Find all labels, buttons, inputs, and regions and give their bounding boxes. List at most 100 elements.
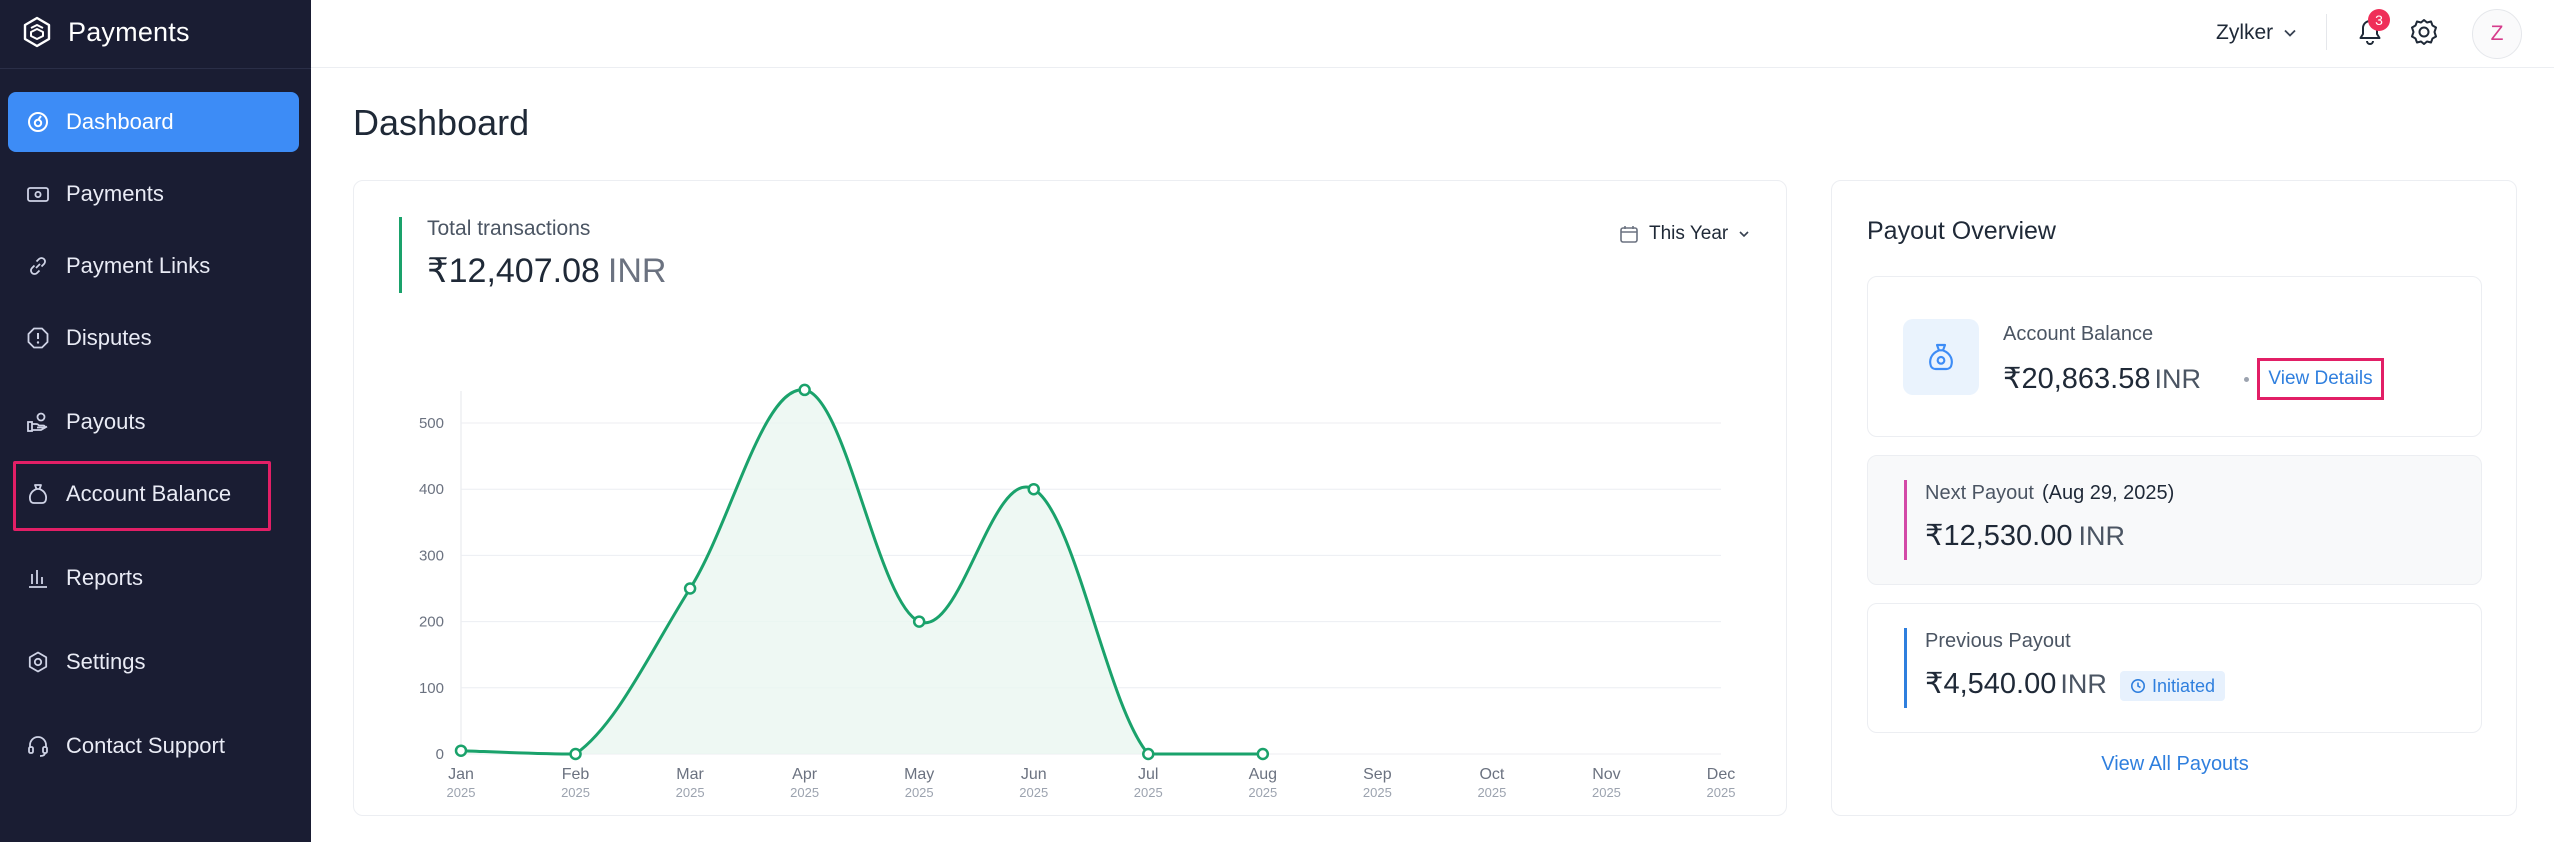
separator-dot	[2244, 377, 2249, 382]
money-bag-icon	[1903, 319, 1979, 395]
avatar[interactable]: Z	[2472, 9, 2522, 59]
x-tick-label: Apr	[792, 766, 818, 783]
x-tick-year-label: 2025	[447, 785, 476, 800]
page-title: Dashboard	[353, 102, 530, 143]
payments-icon	[24, 180, 52, 208]
x-tick-year-label: 2025	[676, 785, 705, 800]
payout-overview-card: Payout Overview Account Balance ₹20,863.…	[1831, 180, 2517, 816]
x-tick-year-label: 2025	[1019, 785, 1048, 800]
y-tick-label: 0	[436, 746, 444, 763]
sidebar-item-label: Payment Links	[66, 253, 211, 278]
x-tick-label: Aug	[1249, 766, 1277, 783]
account-balance-amount: ₹20,863.58 INR	[2003, 361, 2201, 396]
sidebar-item-dashboard[interactable]: Dashboard	[8, 92, 299, 152]
sidebar-item-payouts[interactable]: Payouts	[8, 392, 299, 452]
x-tick-year-label: 2025	[790, 785, 819, 800]
org-switcher[interactable]: Zylker	[2216, 16, 2297, 50]
sidebar-item-label: Settings	[66, 649, 146, 674]
data-point	[1027, 482, 1040, 496]
next-payout-amount: ₹12,530.00 INR	[1925, 518, 2125, 553]
y-tick-label: 100	[419, 680, 444, 697]
x-tick-label: Nov	[1592, 766, 1620, 783]
amount-value: ₹4,540.00	[1925, 668, 2057, 700]
sidebar-item-account-balance[interactable]: Account Balance	[8, 464, 299, 524]
view-details-link[interactable]: View Details	[2257, 358, 2384, 400]
data-point	[912, 615, 926, 628]
sidebar-item-reports[interactable]: Reports	[8, 548, 299, 608]
amount-value: ₹12,530.00	[1925, 520, 2073, 552]
currency-code: INR	[2060, 669, 2107, 699]
sidebar-item-payment-links[interactable]: Payment Links	[8, 236, 299, 296]
top-header: Zylker 3 Z	[311, 0, 2554, 68]
currency-code: INR	[2154, 364, 2201, 394]
data-point	[1256, 747, 1270, 761]
x-tick-label: Jan	[448, 766, 474, 783]
data-point	[454, 744, 468, 757]
data-point	[569, 747, 582, 761]
transactions-amount: ₹12,407.08 INR	[427, 251, 666, 291]
x-tick-year-label: 2025	[1363, 785, 1392, 800]
sidebar-item-label: Payouts	[66, 409, 146, 434]
previous-payout-panel: Previous Payout ₹4,540.00 INR Initiated	[1867, 603, 2482, 733]
data-point	[798, 383, 811, 397]
sidebar-item-label: Dashboard	[66, 109, 174, 134]
currency-code: INR	[2078, 521, 2125, 551]
header-divider	[2326, 14, 2327, 50]
status-badge: Initiated	[2120, 671, 2226, 701]
x-tick-year-label: 2025	[1592, 785, 1621, 800]
y-tick-label: 500	[419, 415, 444, 432]
amount-value: ₹12,407.08	[427, 252, 600, 290]
transactions-label: Total transactions	[427, 217, 591, 240]
money-bag-icon	[24, 480, 52, 508]
sidebar-item-label: Disputes	[66, 325, 152, 350]
amount-value: ₹20,863.58	[2003, 363, 2151, 395]
x-tick-label: Feb	[562, 766, 590, 783]
link-icon	[24, 252, 52, 280]
reports-icon	[24, 564, 52, 592]
previous-payout-label: Previous Payout	[1925, 630, 2071, 652]
notification-badge: 3	[2368, 9, 2390, 31]
transactions-chart: 0 100 200 300 400 500 Jan 2025 Feb 2025 Mar 2025 Apr…	[419, 383, 1736, 800]
transactions-card: Total transactions ₹12,407.08 INR This Ye…	[353, 180, 1787, 816]
payments-logo-icon	[23, 16, 51, 48]
payouts-icon	[24, 408, 52, 436]
sidebar: Payments Dashboard Payments Payment Link…	[0, 0, 311, 842]
payout-overview-title: Payout Overview	[1867, 217, 2056, 245]
x-tick-label: Oct	[1479, 766, 1504, 783]
y-tick-label: 400	[419, 481, 444, 498]
x-tick-label: Jul	[1138, 766, 1158, 783]
y-tick-label: 200	[419, 614, 444, 631]
date-range-value: This Year	[1649, 223, 1729, 244]
app-name: Payments	[68, 16, 190, 47]
y-tick-label: 300	[419, 547, 444, 564]
sidebar-item-payments[interactable]: Payments	[8, 164, 299, 224]
x-tick-label: Dec	[1707, 766, 1735, 783]
next-payout-panel: Next Payout (Aug 29, 2025) ₹12,530.00 INR	[1867, 455, 2482, 585]
account-balance-panel: Account Balance ₹20,863.58 INR View Detai…	[1867, 276, 2482, 437]
sidebar-item-settings[interactable]: Settings	[8, 632, 299, 692]
next-payout-date: (Aug 29, 2025)	[2041, 482, 2175, 504]
previous-payout-amount: ₹4,540.00 INR	[1925, 666, 2107, 701]
data-point	[1142, 747, 1155, 761]
currency-code: INR	[607, 252, 667, 290]
x-tick-year-label: 2025	[905, 785, 934, 800]
x-tick-label: May	[904, 766, 934, 783]
clock-icon	[2131, 679, 2145, 693]
x-tick-year-label: 2025	[1248, 785, 1277, 800]
brand[interactable]: Payments	[20, 14, 190, 50]
calendar-icon	[1620, 226, 1638, 243]
view-all-payouts-link[interactable]: View All Payouts	[2101, 753, 2249, 775]
x-tick-year-label: 2025	[1707, 785, 1736, 800]
dashboard-icon	[24, 108, 52, 136]
sidebar-item-contact-support[interactable]: Contact Support	[8, 716, 299, 776]
date-range-select[interactable]: This Year	[1619, 219, 1750, 249]
gear-icon[interactable]	[2408, 16, 2440, 48]
sidebar-item-disputes[interactable]: Disputes	[8, 308, 299, 368]
headset-icon	[24, 732, 52, 760]
data-point	[683, 582, 697, 595]
sidebar-item-label: Payments	[66, 181, 164, 206]
sidebar-item-label: Contact Support	[66, 733, 225, 758]
sidebar-divider	[0, 68, 311, 69]
next-payout-title: Next Payout	[1925, 482, 2034, 504]
area-fill	[461, 389, 1263, 754]
